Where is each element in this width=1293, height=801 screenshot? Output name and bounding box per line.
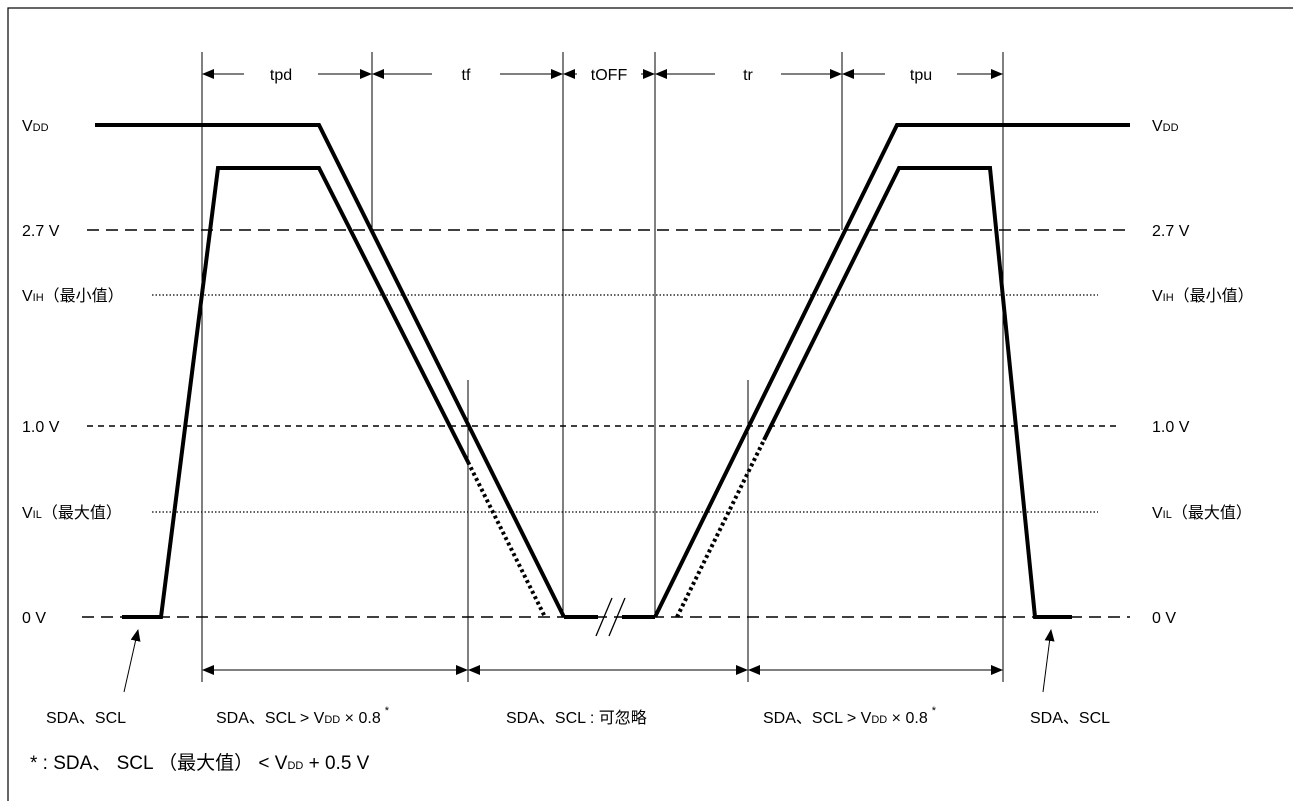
sda-scl-waveform-rise [122,166,470,619]
time-break-symbol [595,597,626,637]
left-pin-label: SDA、SCL [46,710,126,727]
sda-scl-waveform-dotted-fall [466,461,547,618]
diagram-frame [7,7,1293,801]
timing-labels: tpd tf tOFF tr tpu [270,67,932,84]
left-pointer-line [123,629,141,693]
region2-label: SDA、SCL : 可忽略 [506,709,647,727]
region-labels: SDA、SCL SDA、SCL > VDD × 0.8 * SDA、SCL : 可… [46,705,1110,727]
tpu-label: tpu [910,67,932,84]
sda-scl-waveform-fall [762,166,1072,619]
v0-label-left: 0 V [22,610,46,627]
sda-scl-waveform-dotted-rise [675,439,766,618]
tf-label: tf [462,67,471,84]
left-level-labels: VDD 2.7 V VIH（最小值） 1.0 V VIL（最大值） 0 V [22,118,124,627]
right-pointer-line [1042,629,1055,693]
v10-label-left: 1.0 V [22,419,60,436]
vdd-label-right: VDD [1152,118,1179,135]
waveforms [95,123,1130,619]
v0-label-right: 0 V [1152,610,1176,627]
break-mark-1 [595,597,613,637]
right-pin-label: SDA、SCL [1030,710,1110,727]
right-level-labels: VDD 2.7 V VIH（最小值） 1.0 V VIL（最大值） 0 V [1152,118,1254,627]
toff-label: tOFF [591,67,628,84]
reference-lines [82,229,1130,618]
timing-boundary-lines [201,52,1004,682]
v10-label-right: 1.0 V [1152,419,1190,436]
vil-label-right: VIL（最大值） [1152,504,1252,522]
break-mark-2 [608,597,626,637]
tpd-label: tpd [270,67,292,84]
vdd-label-left: VDD [22,118,49,135]
region3-label: SDA、SCL > VDD × 0.8 * [763,705,937,727]
vdd-waveform-fall [95,123,566,618]
tr-label: tr [743,67,753,84]
vil-label-left: VIL（最大值） [22,504,122,522]
region1-label: SDA、SCL > VDD × 0.8 * [216,705,390,727]
vih-label-left: VIH（最小值） [22,287,124,305]
v27-label-left: 2.7 V [22,223,60,240]
pointer-lines [123,629,1055,693]
vih-label-right: VIH（最小值） [1152,287,1254,305]
v27-label-right: 2.7 V [1152,223,1190,240]
footnote: * : SDA、 SCL （最大值） < VDD + 0.5 V [30,752,370,774]
vdd-waveform-rise [653,123,1130,618]
